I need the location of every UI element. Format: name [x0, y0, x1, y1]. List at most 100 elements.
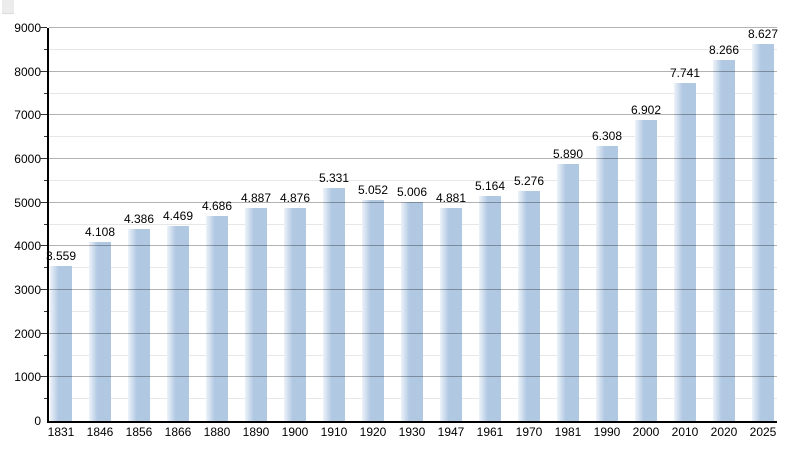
y-tick-label: 5000 — [14, 195, 41, 210]
x-axis: 1831 1846 1856 1866 1880 1890 1900 1910 1920 1930… — [48, 425, 777, 445]
bar — [440, 207, 462, 421]
x-tick-label: 2000 — [632, 425, 660, 439]
gridline-major — [49, 201, 777, 203]
y-axis-minor-tick — [44, 354, 47, 356]
y-tick-label: 6000 — [14, 152, 41, 166]
bar-value-label: 4.386 — [123, 212, 155, 227]
bar-value-label: 6.308 — [591, 128, 623, 143]
y-tick-label: 3000 — [14, 283, 41, 297]
y-axis: 0 1000 2000 3000 4000 5000 6000 7000 8000 9000 — [0, 21, 41, 428]
y-axis-major-tick — [40, 114, 47, 116]
bar — [284, 208, 306, 421]
bar-value-label: 6.902 — [630, 102, 662, 117]
x-tick-label: 1831 — [47, 425, 75, 439]
x-tick-label: 1856 — [125, 425, 153, 439]
x-tick-label: 1880 — [203, 425, 231, 439]
x-tick-label: 1900 — [281, 425, 309, 439]
bar-value-label: 5.276 — [513, 173, 545, 188]
bar — [401, 202, 423, 421]
bar — [635, 119, 657, 421]
y-axis-major-tick — [40, 376, 47, 378]
bar-value-label: 7.741 — [669, 65, 701, 80]
gridline-major — [49, 332, 777, 334]
x-tick-label: 1990 — [593, 425, 621, 439]
y-axis-minor-tick — [44, 267, 47, 269]
y-axis-major-tick — [40, 201, 47, 203]
bar-value-label: 4.887 — [240, 190, 272, 205]
x-tick-label: 1846 — [86, 425, 114, 439]
y-tick-label: 2000 — [14, 326, 41, 341]
bar-value-label: 5.006 — [396, 185, 428, 200]
y-tick-label: 4000 — [14, 239, 41, 254]
bar — [518, 190, 540, 421]
x-tick-label: 1981 — [554, 425, 582, 439]
bar — [245, 207, 267, 421]
x-tick-label: 2020 — [710, 425, 738, 439]
gridline-major — [49, 114, 777, 116]
gridline-major — [49, 245, 777, 247]
bar-value-label: 4.686 — [201, 199, 233, 214]
y-axis-minor-tick — [44, 136, 47, 138]
y-axis-major-tick — [40, 332, 47, 334]
y-axis-minor-tick — [44, 179, 47, 181]
y-axis-minor-tick — [44, 48, 47, 50]
bar-value-label: 5.331 — [318, 171, 350, 186]
x-tick-label: 1920 — [359, 425, 387, 439]
y-tick-label: 8000 — [14, 64, 41, 79]
bar — [128, 229, 150, 421]
y-axis-major-tick — [40, 70, 47, 72]
gridline-minor — [49, 179, 777, 181]
bar — [674, 82, 696, 421]
bar — [596, 145, 618, 421]
bar — [323, 188, 345, 421]
y-tick-label: 7000 — [14, 108, 41, 123]
gridline-major — [49, 70, 777, 72]
bar-value-label: 4.876 — [279, 191, 311, 206]
y-axis-minor-tick — [44, 92, 47, 94]
y-axis-minor-tick — [44, 398, 47, 400]
bar-value-label: 4.108 — [84, 224, 116, 239]
x-tick-label: 1947 — [437, 425, 465, 439]
y-tick-label: 0 — [34, 414, 41, 428]
y-axis-minor-tick — [44, 223, 47, 225]
gridline-major — [49, 289, 777, 290]
bar — [713, 60, 735, 421]
bar — [752, 44, 774, 421]
x-tick-label: 1961 — [476, 425, 504, 439]
x-tick-label: 1890 — [242, 425, 270, 439]
y-axis-major-tick — [40, 158, 47, 159]
bar-value-label: 4.881 — [435, 190, 467, 205]
x-tick-label: 2010 — [671, 425, 699, 439]
bar — [89, 241, 111, 421]
bar-value-label: 3.559 — [45, 248, 77, 263]
y-axis-major-tick — [40, 245, 47, 247]
corner-artifact — [2, 0, 14, 14]
bar-value-label: 5.052 — [357, 183, 389, 198]
bar-value-label: 8.266 — [708, 43, 740, 58]
gridline-major — [49, 158, 777, 159]
gridline-minor — [49, 48, 777, 50]
bar — [206, 216, 228, 421]
y-tick-label: 1000 — [14, 370, 41, 385]
x-tick-label: 1910 — [320, 425, 348, 439]
bar — [479, 195, 501, 421]
bar — [50, 265, 72, 421]
gridline-minor — [49, 92, 777, 94]
plot-area: 3.559 4.108 4.386 4.469 4.686 4.887 4.876 5.331… — [40, 27, 778, 423]
y-axis-major-tick — [40, 289, 47, 290]
gridline-minor — [49, 136, 777, 138]
x-tick-label: 1930 — [398, 425, 426, 439]
x-tick-label: 1866 — [164, 425, 192, 439]
bar-value-label: 5.890 — [552, 146, 584, 161]
gridline-major — [49, 27, 777, 28]
bar — [557, 163, 579, 421]
bar-value-label: 8.627 — [747, 27, 779, 42]
y-axis-minor-tick — [44, 310, 47, 312]
bar-value-label: 4.469 — [162, 208, 194, 223]
x-tick-label: 1970 — [515, 425, 543, 439]
bar — [362, 200, 384, 421]
gridline-major — [49, 376, 777, 378]
x-tick-label: 2025 — [749, 425, 777, 439]
bar — [167, 225, 189, 421]
